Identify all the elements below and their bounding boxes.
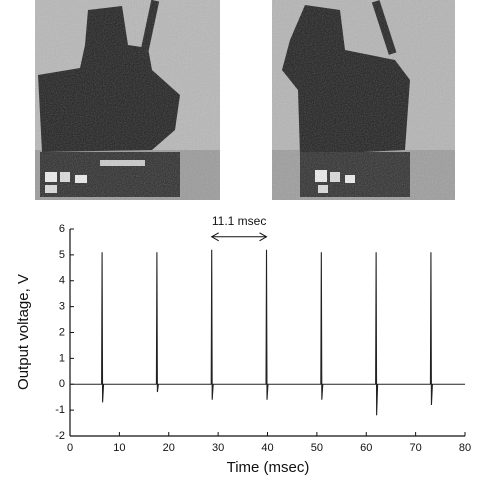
photo-left: [35, 0, 220, 200]
x-tick-label: 50: [311, 442, 323, 454]
annotation-text: 11.1 msec: [212, 214, 266, 228]
arrow-head: [210, 232, 268, 242]
photo-right: [272, 0, 455, 200]
y-tick-label: 1: [59, 352, 65, 364]
y-tick-label: -1: [55, 404, 65, 416]
x-tick-label: 30: [212, 442, 224, 454]
y-axis-title: Output voltage, V: [15, 274, 32, 390]
y-tick-label: 0: [59, 378, 65, 390]
signal-line: [70, 249, 465, 416]
x-tick-label: 60: [360, 442, 372, 454]
y-tick-label: 2: [59, 326, 65, 338]
x-tick-label: 80: [459, 442, 471, 454]
y-tick-label: 3: [59, 301, 65, 313]
x-tick-label: 10: [113, 442, 125, 454]
y-tick-label: 5: [59, 249, 65, 261]
x-tick-label: 40: [261, 442, 273, 454]
x-tick-label: 0: [67, 442, 73, 454]
x-tick-label: 70: [410, 442, 422, 454]
y-tick-label: 4: [59, 275, 65, 287]
chart: Time (msec) Output voltage, V -2 -1 0 1 2 3 4 5…: [15, 214, 471, 476]
y-tick-label: 6: [59, 223, 65, 235]
x-axis-title: Time (msec): [227, 459, 310, 476]
y-tick-label: -2: [55, 430, 65, 442]
x-tick-label: 20: [163, 442, 175, 454]
